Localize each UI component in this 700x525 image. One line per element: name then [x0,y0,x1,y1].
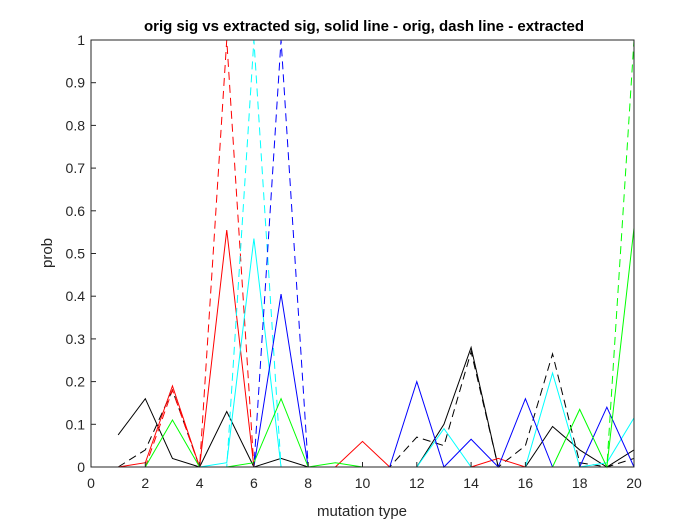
series-line-7-solid [118,293,635,468]
x-tick-label: 0 [87,475,95,491]
x-tick-label: 2 [141,475,149,491]
x-tick-label: 16 [518,475,534,491]
plot-area-frame [90,39,635,468]
series-line-5-solid [118,238,635,468]
series-line-8-dashed [118,39,634,468]
y-tick-label: 0.2 [66,374,86,390]
y-tick-label: 0.8 [66,117,86,133]
y-tick-label: 0 [77,459,85,475]
x-axis-label: mutation type [317,503,407,520]
chart-title: orig sig vs extracted sig, solid line - … [144,18,584,35]
x-axis-ticks: 0 2 4 6 8 10 12 14 16 18 20 [87,462,642,491]
series-line-6-dashed [118,39,634,468]
y-tick-label: 1 [77,32,85,48]
series-line-9-solid [118,227,635,469]
x-tick-label: 20 [626,475,642,491]
y-tick-label: 0.4 [66,288,86,304]
y-tick-label: 0.6 [66,203,86,219]
x-tick-label: 14 [463,475,479,491]
y-tick-label: 0.9 [66,75,86,91]
x-tick-label: 8 [304,475,312,491]
x-tick-label: 18 [572,475,588,491]
y-tick-label: 0.1 [66,416,86,432]
plot-lines [117,39,635,469]
x-tick-label: 4 [196,475,204,491]
series-line-10-dashed [118,39,635,468]
series-line-1-solid [117,345,635,468]
y-tick-label: 0.3 [66,331,86,347]
x-tick-label: 10 [355,475,371,491]
y-tick-label: 0.7 [66,160,86,176]
series-line-2-dashed [117,349,635,468]
series-line-4-dashed [118,39,634,468]
x-tick-label: 12 [409,475,425,491]
y-axis-label: prob [39,238,56,268]
series-line-3-solid [118,229,634,468]
x-tick-label: 6 [250,475,258,491]
y-tick-label: 0.5 [66,246,86,262]
y-axis-ticks: 0 0.1 0.2 0.3 0.4 0.5 0.6 0.7 0.8 0.9 1 [66,32,96,475]
